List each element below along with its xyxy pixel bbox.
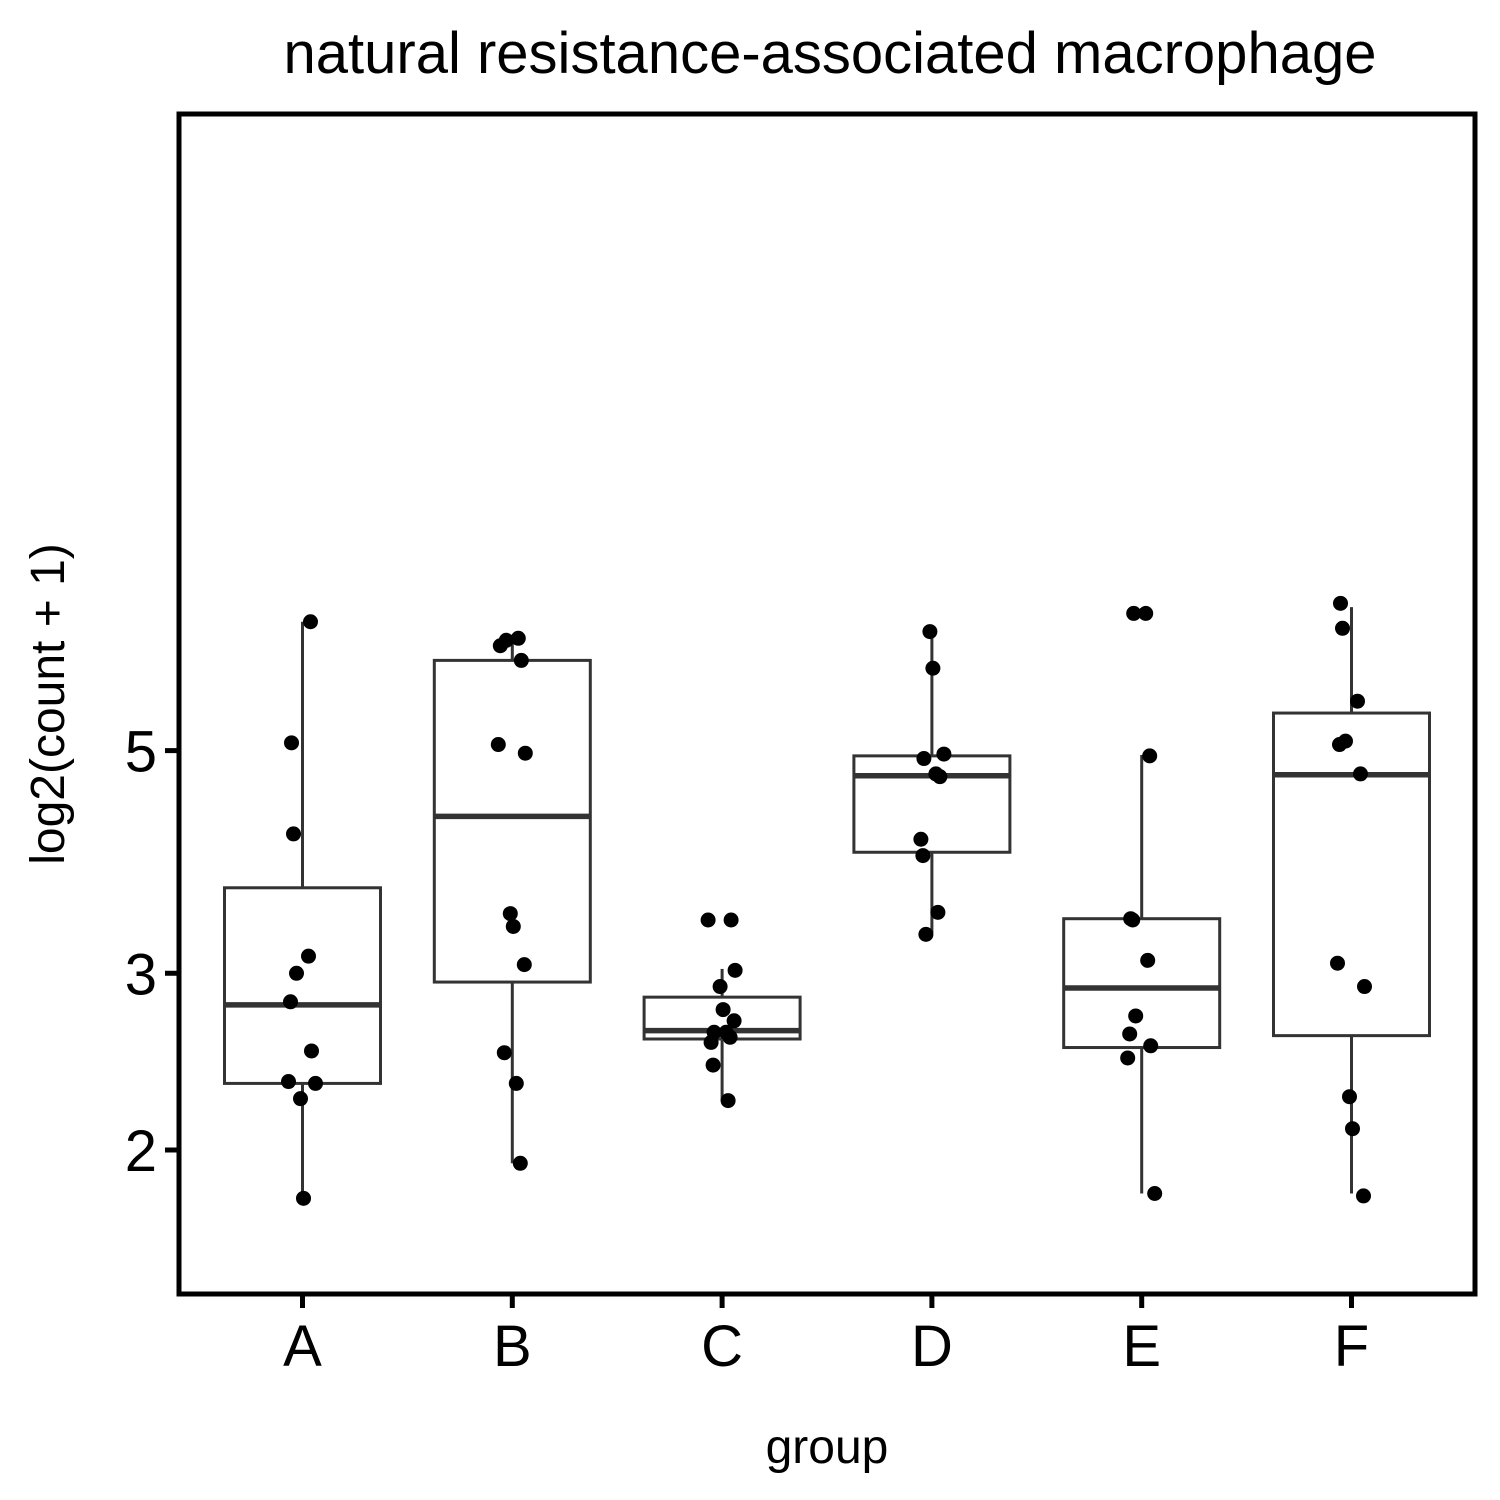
data-point [286,826,301,842]
data-point [492,638,508,654]
data-point [284,735,299,751]
data-point [289,965,304,981]
data-point [1125,912,1141,928]
box-body [223,886,382,1085]
data-point [513,652,529,668]
data-point [1333,595,1348,611]
data-point [1142,748,1158,764]
data-point [1140,952,1156,968]
x-tick-label: A [283,1314,322,1379]
data-point [1342,1089,1357,1105]
data-point [293,1091,308,1107]
data-point [720,1093,736,1109]
x-axis-title: group [766,1421,889,1474]
y-tick-label: 5 [125,720,157,785]
data-point [1122,1026,1138,1042]
data-point [1357,979,1372,995]
data-point [296,1190,311,1206]
points-d [913,624,952,942]
data-point [1332,737,1347,753]
y-axis-title: log2(count + 1) [22,543,75,865]
data-point [1335,620,1350,636]
data-point [496,1045,512,1061]
x-tick-label: B [493,1314,532,1379]
data-point [303,614,318,630]
data-point [918,926,934,942]
data-point [700,912,716,928]
points-e [1120,605,1163,1201]
data-point [512,1155,528,1171]
data-point [304,1043,319,1059]
points-f [1330,595,1372,1204]
x-tick-label: D [911,1314,953,1379]
data-point [517,745,533,761]
data-point [1350,693,1365,709]
box-body [1272,711,1431,1038]
data-point [715,1002,731,1018]
data-point [723,912,739,928]
data-point [932,769,948,785]
data-point [925,660,941,676]
data-point [301,948,316,964]
axes: 2 3 5 A B C D E F [125,720,1369,1379]
box-body [1062,917,1222,1050]
points-b [490,630,533,1171]
points-c [700,912,743,1109]
data-point [283,994,298,1010]
data-point [516,957,532,973]
data-point [722,1029,738,1045]
plot-frame [176,111,1478,1297]
data-point [510,630,526,646]
points-a [281,614,323,1206]
data-point [1356,1188,1371,1204]
x-tick-label: C [701,1314,743,1379]
box-e [1062,754,1222,1194]
box-f [1272,607,1431,1194]
data-point [703,1034,719,1050]
data-point [1120,1050,1136,1066]
data-point [1128,1008,1144,1024]
data-point [490,737,506,753]
x-tick-label: F [1334,1314,1369,1379]
data-point [1353,766,1368,782]
x-tick-label: E [1122,1314,1161,1379]
data-point [1330,955,1345,971]
data-point [936,746,952,762]
chart-title: natural resistance-associated macrophage [284,21,1377,86]
y-tick-label: 3 [125,942,157,1007]
data-point [922,624,938,640]
data-point [505,918,521,934]
data-point [308,1075,323,1091]
box-a [223,621,382,1199]
data-point [1147,1185,1163,1201]
data-point [913,831,929,847]
data-point [726,1013,742,1029]
box-d [852,632,1012,934]
data-point [1143,1038,1159,1054]
data-point [727,962,743,978]
data-point [508,1075,524,1091]
data-point [502,906,518,922]
data-point [712,979,728,995]
data-point [915,848,931,864]
y-tick-label: 2 [125,1119,157,1184]
plot-marks [223,595,1431,1206]
data-point [1126,605,1142,621]
data-point [916,751,932,767]
data-point [281,1074,296,1090]
data-point [930,904,946,920]
data-point [1345,1121,1360,1137]
data-point [1138,605,1154,621]
data-point [705,1057,721,1073]
